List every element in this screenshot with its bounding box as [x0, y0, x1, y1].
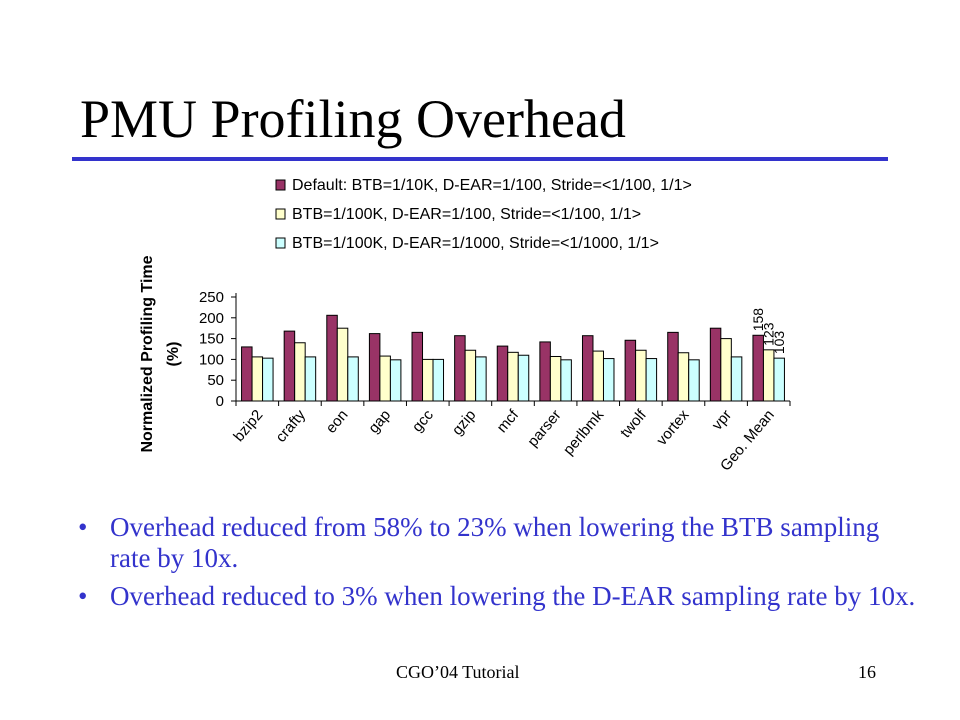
y-tick-label: 200	[199, 310, 224, 327]
x-tick-label: gcc	[409, 406, 437, 435]
bar	[709, 327, 722, 402]
bar	[539, 341, 551, 402]
bar	[251, 356, 264, 402]
bar	[368, 333, 381, 402]
data-label: 103	[771, 331, 787, 355]
bar	[517, 354, 530, 402]
bar	[283, 330, 296, 402]
y-tick-label: 100	[199, 351, 224, 368]
bar	[730, 356, 743, 402]
slide-title: PMU Profiling Overhead	[80, 89, 626, 149]
x-tick-labels: bzip2 crafty eon gap gcc gzip mcf parserperlbmk…	[230, 406, 777, 474]
legend-swatch	[275, 237, 286, 249]
data-label: 158	[750, 308, 766, 332]
page-number: 16	[858, 662, 876, 682]
bar	[496, 345, 509, 402]
title-underline	[72, 157, 888, 161]
bar	[464, 349, 477, 402]
x-tick-label: gzip	[449, 407, 480, 439]
x-tick-label: twolf	[617, 406, 650, 441]
bar	[677, 352, 690, 402]
x-tick-label: bzip2	[230, 407, 266, 445]
bar	[720, 338, 732, 402]
bullet-dot: •	[78, 512, 88, 542]
x-tick-label: parser	[524, 407, 564, 451]
bar	[379, 355, 391, 402]
bar	[592, 350, 604, 402]
bar	[635, 349, 647, 402]
y-axis-label: Normalized Profiling Time	[139, 255, 156, 452]
bullet-text: Overhead reduced from 58% to 23% when lo…	[110, 512, 880, 573]
bar	[549, 355, 562, 402]
y-tick-label: 150	[199, 331, 224, 348]
bar	[336, 327, 349, 402]
bar	[688, 359, 700, 402]
bar	[624, 339, 637, 402]
bar	[645, 358, 658, 402]
bar	[389, 359, 402, 402]
bar	[432, 358, 445, 402]
legend-swatch	[275, 179, 286, 191]
bar	[326, 314, 338, 402]
bar	[581, 335, 594, 402]
y-tick-label: 0	[216, 393, 224, 410]
bar	[602, 358, 615, 402]
y-axis-unit-label: (%)	[165, 342, 182, 367]
x-tick-label: eon	[322, 407, 351, 437]
bar	[762, 349, 775, 402]
bullet-dot: •	[78, 581, 88, 611]
x-tick-label: perlbmk	[560, 406, 608, 458]
x-tick-label: vpr	[709, 407, 735, 434]
x-tick-label: crafty	[272, 406, 309, 445]
bar	[507, 351, 519, 402]
bullet-item: • Overhead reduced to 3% when lowering t…	[78, 581, 918, 612]
bar	[347, 356, 359, 402]
data-label: 123	[761, 322, 777, 346]
y-tick-label: 250	[199, 289, 224, 306]
bar	[262, 357, 274, 402]
x-tick-label: mcf	[494, 406, 523, 436]
legend-label: BTB=1/100K, D-EAR=1/1000, Stride=<1/1000…	[292, 235, 659, 252]
bar	[773, 357, 785, 402]
bar	[411, 331, 424, 402]
bar	[294, 342, 306, 402]
chart-legend: Default: BTB=1/10K, D-EAR=1/100, Stride=…	[275, 177, 692, 252]
x-tick-label: vortex	[653, 406, 693, 449]
footer-text: CGO’04 Tutorial	[396, 662, 520, 682]
legend-label: BTB=1/100K, D-EAR=1/100, Stride=<1/100, …	[292, 206, 641, 223]
chart-bars	[241, 314, 785, 402]
legend-label: Default: BTB=1/10K, D-EAR=1/100, Stride=…	[292, 177, 692, 194]
bar	[475, 356, 487, 402]
bullet-text: Overhead reduced to 3% when lowering the…	[110, 581, 916, 611]
bullet-list: • Overhead reduced from 58% to 23% when …	[78, 512, 918, 619]
y-tick-label: 50	[207, 372, 224, 389]
bullet-item: • Overhead reduced from 58% to 23% when …	[78, 512, 918, 574]
x-tick-label: gap	[365, 407, 394, 437]
bar	[667, 331, 679, 402]
legend-swatch	[275, 208, 286, 220]
bar	[422, 358, 434, 402]
bar	[454, 335, 466, 402]
bar	[560, 359, 572, 402]
bar	[241, 346, 253, 402]
bar	[304, 356, 317, 402]
